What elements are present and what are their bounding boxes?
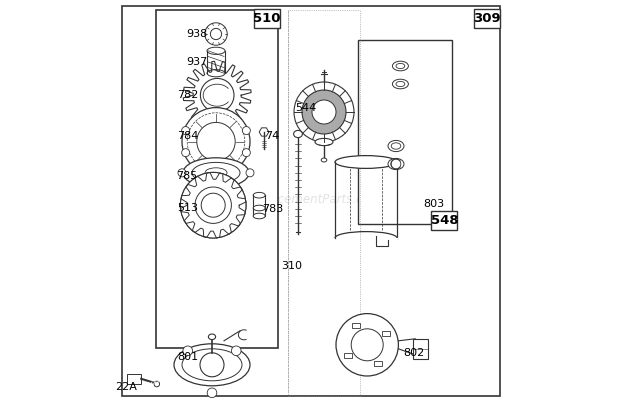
Ellipse shape [335, 156, 397, 168]
Ellipse shape [388, 158, 404, 170]
Text: 22A: 22A [115, 382, 137, 392]
Circle shape [302, 90, 346, 134]
Ellipse shape [208, 334, 216, 340]
Text: 782: 782 [177, 90, 198, 100]
Circle shape [312, 100, 336, 124]
Text: 548: 548 [430, 214, 458, 227]
Ellipse shape [183, 158, 249, 188]
Ellipse shape [294, 130, 303, 138]
Text: 510: 510 [254, 12, 281, 25]
Circle shape [205, 23, 227, 45]
Bar [383, 331, 390, 336]
Ellipse shape [193, 185, 233, 225]
Ellipse shape [315, 138, 333, 146]
Text: 801: 801 [177, 352, 198, 362]
Bar [156, 10, 278, 348]
Ellipse shape [174, 344, 250, 386]
Text: 544: 544 [295, 103, 317, 113]
Text: 74: 74 [265, 131, 279, 141]
Text: 309: 309 [474, 12, 501, 25]
Ellipse shape [253, 205, 265, 211]
Ellipse shape [253, 213, 265, 219]
Circle shape [246, 169, 254, 177]
Circle shape [180, 172, 246, 238]
Bar [344, 354, 352, 358]
Text: 783: 783 [263, 204, 284, 214]
Circle shape [231, 346, 241, 356]
Text: 803: 803 [423, 199, 445, 209]
Text: 513: 513 [177, 203, 198, 213]
Ellipse shape [192, 162, 240, 183]
Bar [358, 40, 452, 224]
Circle shape [178, 169, 186, 177]
Ellipse shape [392, 79, 409, 89]
Ellipse shape [388, 140, 404, 152]
Circle shape [207, 388, 217, 398]
Circle shape [200, 353, 224, 377]
Text: 802: 802 [404, 348, 425, 358]
Ellipse shape [207, 47, 225, 54]
Circle shape [182, 149, 190, 157]
Bar [413, 339, 428, 359]
Ellipse shape [321, 158, 327, 162]
Circle shape [183, 346, 193, 356]
Bar [432, 211, 458, 230]
Circle shape [182, 126, 190, 134]
Text: 310: 310 [281, 261, 302, 271]
Text: 785: 785 [177, 171, 198, 181]
Bar [474, 9, 500, 28]
Ellipse shape [392, 61, 409, 71]
Circle shape [154, 381, 159, 387]
Bar [352, 323, 360, 328]
Text: eReplacementParts.com: eReplacementParts.com [238, 194, 382, 206]
Circle shape [336, 314, 399, 376]
Ellipse shape [253, 192, 265, 198]
Text: 938: 938 [187, 29, 208, 39]
Circle shape [182, 108, 250, 176]
Text: 937: 937 [187, 57, 208, 67]
Bar [254, 9, 280, 28]
Bar [374, 362, 382, 366]
Circle shape [242, 149, 250, 157]
Text: 784: 784 [177, 131, 198, 141]
Circle shape [242, 126, 250, 134]
Ellipse shape [207, 70, 225, 77]
